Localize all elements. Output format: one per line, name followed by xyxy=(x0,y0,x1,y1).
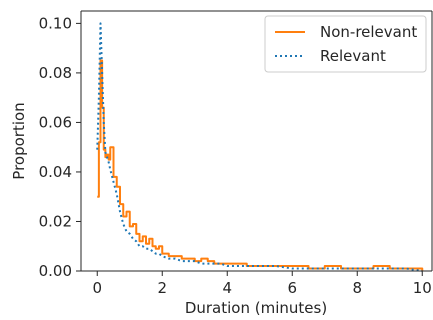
x-tick-label: 8 xyxy=(352,279,362,297)
y-axis-ticks: 0.00 0.02 0.04 0.06 0.08 0.10 xyxy=(39,14,81,280)
legend: Non-relevant Relevant xyxy=(264,15,427,73)
x-axis-label: Duration (minutes) xyxy=(185,299,327,317)
axes-frame xyxy=(80,10,433,272)
y-tick-label: 0.04 xyxy=(39,163,72,181)
y-tick-label: 0.10 xyxy=(39,14,72,32)
series-line-relevant xyxy=(96,22,423,272)
x-axis-ticks: 0 2 4 6 8 10 xyxy=(92,271,432,297)
legend-box xyxy=(264,15,427,73)
y-tick-label: 0.08 xyxy=(39,64,72,82)
y-tick-label: 0.06 xyxy=(39,113,72,131)
x-tick-label: 10 xyxy=(413,279,432,297)
series-layer xyxy=(96,22,424,272)
x-tick-label: 2 xyxy=(157,279,167,297)
x-tick-label: 6 xyxy=(287,279,297,297)
y-axis-label: Proportion xyxy=(10,102,28,179)
legend-label-non-relevant: Non-relevant xyxy=(320,23,417,41)
y-tick-label: 0.02 xyxy=(39,212,72,230)
y-tick-label: 0.00 xyxy=(39,262,72,280)
x-tick-label: 4 xyxy=(222,279,232,297)
x-tick-label: 0 xyxy=(92,279,102,297)
series-line-non-relevant xyxy=(97,59,424,271)
legend-label-relevant: Relevant xyxy=(320,47,386,65)
